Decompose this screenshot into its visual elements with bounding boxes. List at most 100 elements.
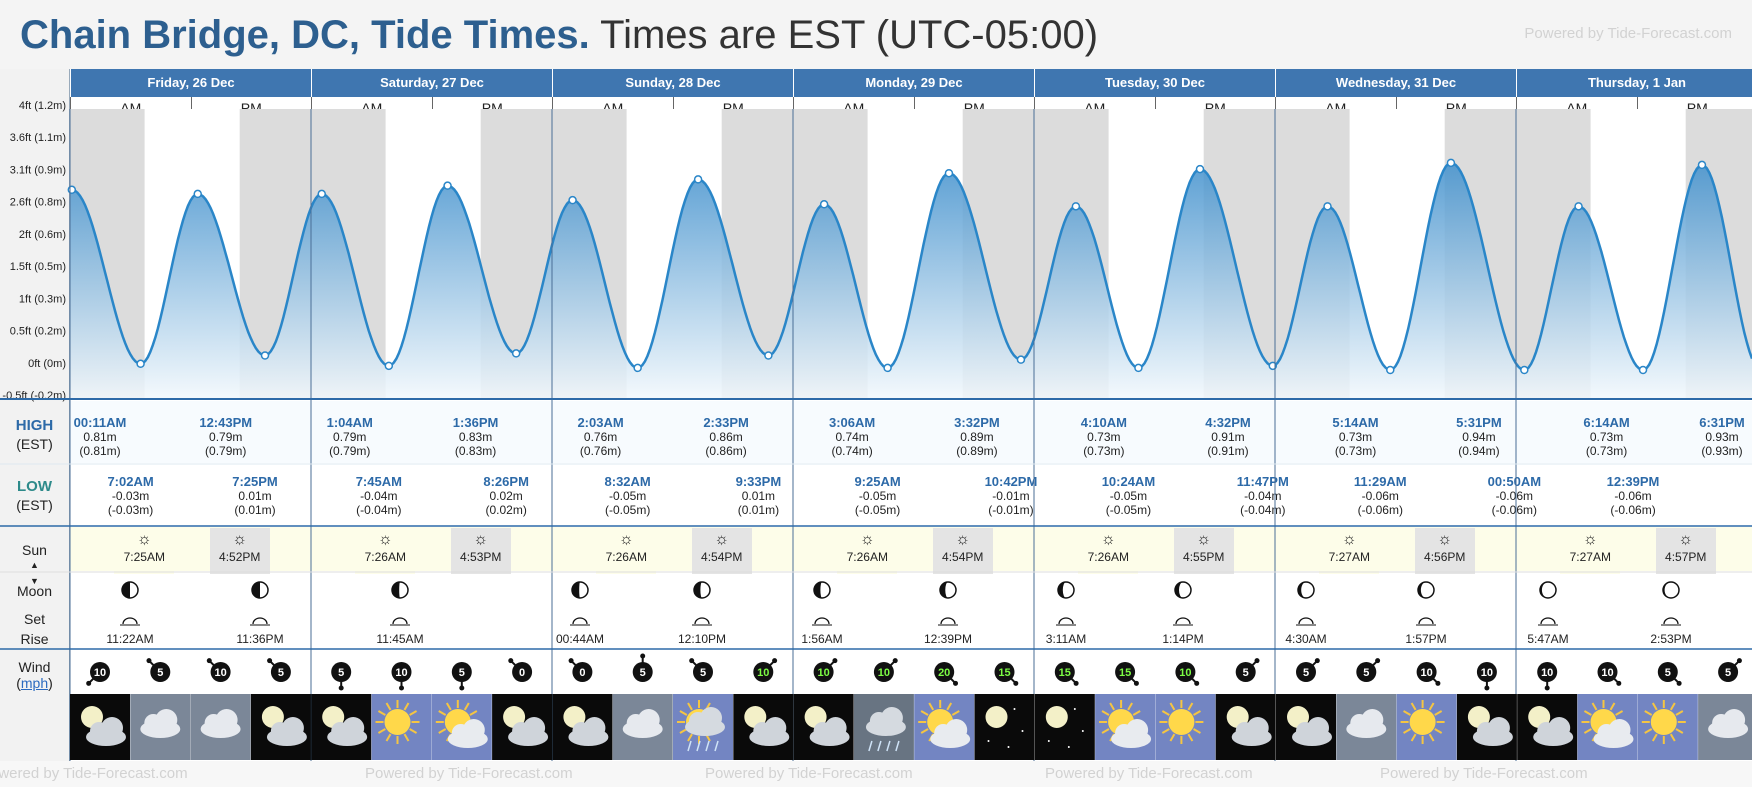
wind-speed: 5 xyxy=(1243,667,1249,679)
set-label: Set xyxy=(23,611,45,627)
powered-by-text[interactable]: Powered by Tide-Forecast.com xyxy=(1524,25,1732,42)
moonset-icon xyxy=(1173,617,1193,626)
wind-speed: 20 xyxy=(938,667,950,679)
high-tide-cell: 4:10AM 0.73m (0.73m) xyxy=(1080,415,1127,459)
low-tide-point xyxy=(1638,365,1648,375)
wind-indicator xyxy=(206,658,231,682)
day-header: Saturday, 27 Dec xyxy=(311,69,552,97)
moon-phase-icon xyxy=(1174,581,1192,599)
sunset-icon: ☼ xyxy=(473,531,489,548)
moon-time: 2:53PM xyxy=(1650,632,1691,646)
moon-row-bg xyxy=(70,573,1752,648)
high-tide-cell: 3:32PM 0.89m (0.89m) xyxy=(954,415,1000,459)
sunset-cell: ☼ 4:55PM xyxy=(1173,528,1234,574)
low-tide-cell: 10:42PM -0.01m (-0.01m) xyxy=(984,474,1038,518)
y-tick-label: 2.6ft (0.8m) xyxy=(10,197,66,209)
moon-cloud-icon xyxy=(1215,694,1276,760)
wind-indicator xyxy=(813,658,838,682)
high-tide-point xyxy=(1323,202,1332,211)
y-tick-label: -0.5ft (-0.2m) xyxy=(2,390,66,402)
wind-unit-link[interactable]: mph xyxy=(20,675,49,691)
y-tick-label: 3.1ft (0.9m) xyxy=(10,164,66,176)
low-tide-cell: 7:02AM -0.03m (-0.03m) xyxy=(107,474,154,518)
moon-cloud-icon xyxy=(492,694,553,760)
tide-chart: 4ft (1.2m) 3.6ft (1.1m) 3.1ft (0.9m) 2.6ft … xyxy=(0,100,1752,761)
moon-phase-icon xyxy=(1539,581,1557,599)
sunset-cell: ☼ 4:52PM xyxy=(209,528,270,574)
sun-time: 4:52PM xyxy=(219,550,261,564)
moon-time: 4:30AM xyxy=(1285,632,1326,646)
high-tide-point xyxy=(1071,202,1081,211)
wind-indicator xyxy=(873,658,898,682)
wind-indicator xyxy=(1175,662,1200,686)
watermark-text: Powered by Tide-Forecast.com xyxy=(705,765,913,782)
sunset-icon: ☼ xyxy=(1196,531,1212,548)
wind-indicator xyxy=(934,662,959,686)
day-header: Wednesday, 31 Dec xyxy=(1275,69,1516,97)
low-tide-cell: 7:45AM -0.04m (-0.04m) xyxy=(355,474,402,518)
moon-phase-icon xyxy=(251,581,269,599)
sun-cloud-icon xyxy=(1577,694,1638,760)
wind-indicator xyxy=(568,658,593,682)
cloud-icon xyxy=(190,694,251,760)
moon-time: 11:45AM xyxy=(376,632,423,646)
sun-label: Sun xyxy=(22,542,47,558)
cloud-icon xyxy=(1336,694,1397,760)
low-tide-cell: 8:32AM -0.05m (-0.05m) xyxy=(604,474,651,518)
high-tide-point xyxy=(193,189,202,199)
high-tide-point xyxy=(944,168,954,178)
sunrise-cell: ☼ 7:26AM xyxy=(355,528,416,574)
low-tide-point xyxy=(260,351,270,360)
wind-speed: 0 xyxy=(519,667,525,679)
wind-indicator xyxy=(146,658,171,682)
rain-cloud-icon xyxy=(853,694,914,760)
wind-speed: 5 xyxy=(700,667,706,679)
sun-icon xyxy=(1155,694,1216,760)
low-tide-point xyxy=(1134,363,1143,373)
wind-speed: 5 xyxy=(459,667,465,679)
sun-updown-icon: ▲ ▼ xyxy=(30,560,39,586)
wind-speed: 10 xyxy=(757,667,769,679)
high-tide-cell: 4:32PM 0.91m (0.91m) xyxy=(1205,415,1251,459)
sun-time: 7:25AM xyxy=(123,550,165,564)
sun-icon xyxy=(1637,694,1698,760)
moonset-icon xyxy=(120,617,140,626)
wind-speed: 10 xyxy=(1541,667,1553,679)
wind-speed: 5 xyxy=(1725,667,1731,679)
moon-time: 1:57PM xyxy=(1405,632,1446,646)
sunset-cell: ☼ 4:54PM xyxy=(691,528,752,574)
watermark-text: Powered by Tide-Forecast.com xyxy=(1380,765,1588,782)
wind-speed: 10 xyxy=(214,667,226,679)
high-tide-point xyxy=(819,200,829,209)
moon-phase-icon xyxy=(939,581,957,599)
moon-label: Moon xyxy=(16,583,53,599)
sun-time: 4:57PM xyxy=(1665,550,1707,564)
high-tide-cell: 2:33PM 0.86m (0.86m) xyxy=(703,415,749,459)
high-tide-cell: 6:31PM 0.93m (0.93m) xyxy=(1699,415,1745,459)
y-tick-label: 4ft (1.2m) xyxy=(19,100,66,112)
low-tide-point xyxy=(633,363,642,373)
wind-indicator xyxy=(1296,658,1320,682)
moon-phase-icon xyxy=(391,581,409,599)
wind-indicator xyxy=(994,662,1019,686)
y-tick-label: 1.5ft (0.5m) xyxy=(10,261,66,273)
high-tide-cell: 1:36PM 0.83m (0.83m) xyxy=(452,415,499,459)
low-tide-point xyxy=(1016,355,1026,364)
moon-time: 3:11AM xyxy=(1046,632,1086,646)
watermark-strip xyxy=(0,761,1752,787)
tide-area xyxy=(70,162,1752,399)
high-row-bg xyxy=(70,401,1752,463)
rise-label: Rise xyxy=(20,631,49,647)
moonrise-icon xyxy=(570,617,590,626)
wind-speed: 15 xyxy=(1059,667,1071,679)
moon-cloud-icon xyxy=(552,694,613,760)
day-header: Tuesday, 30 Dec xyxy=(1034,69,1275,97)
sunrise-cell: ☼ 7:26AM xyxy=(596,528,657,574)
low-tide-cell: 00:50AM -0.06m (-0.06m) xyxy=(1487,474,1542,518)
y-tick-label: 0ft (0m) xyxy=(28,358,66,370)
sunset-cell: ☼ 4:56PM xyxy=(1414,528,1475,574)
sun-time: 7:26AM xyxy=(1087,550,1129,564)
wind-speed: 5 xyxy=(1303,667,1309,679)
moon-cloud-icon xyxy=(1517,694,1578,760)
sunset-icon: ☼ xyxy=(1437,531,1453,548)
